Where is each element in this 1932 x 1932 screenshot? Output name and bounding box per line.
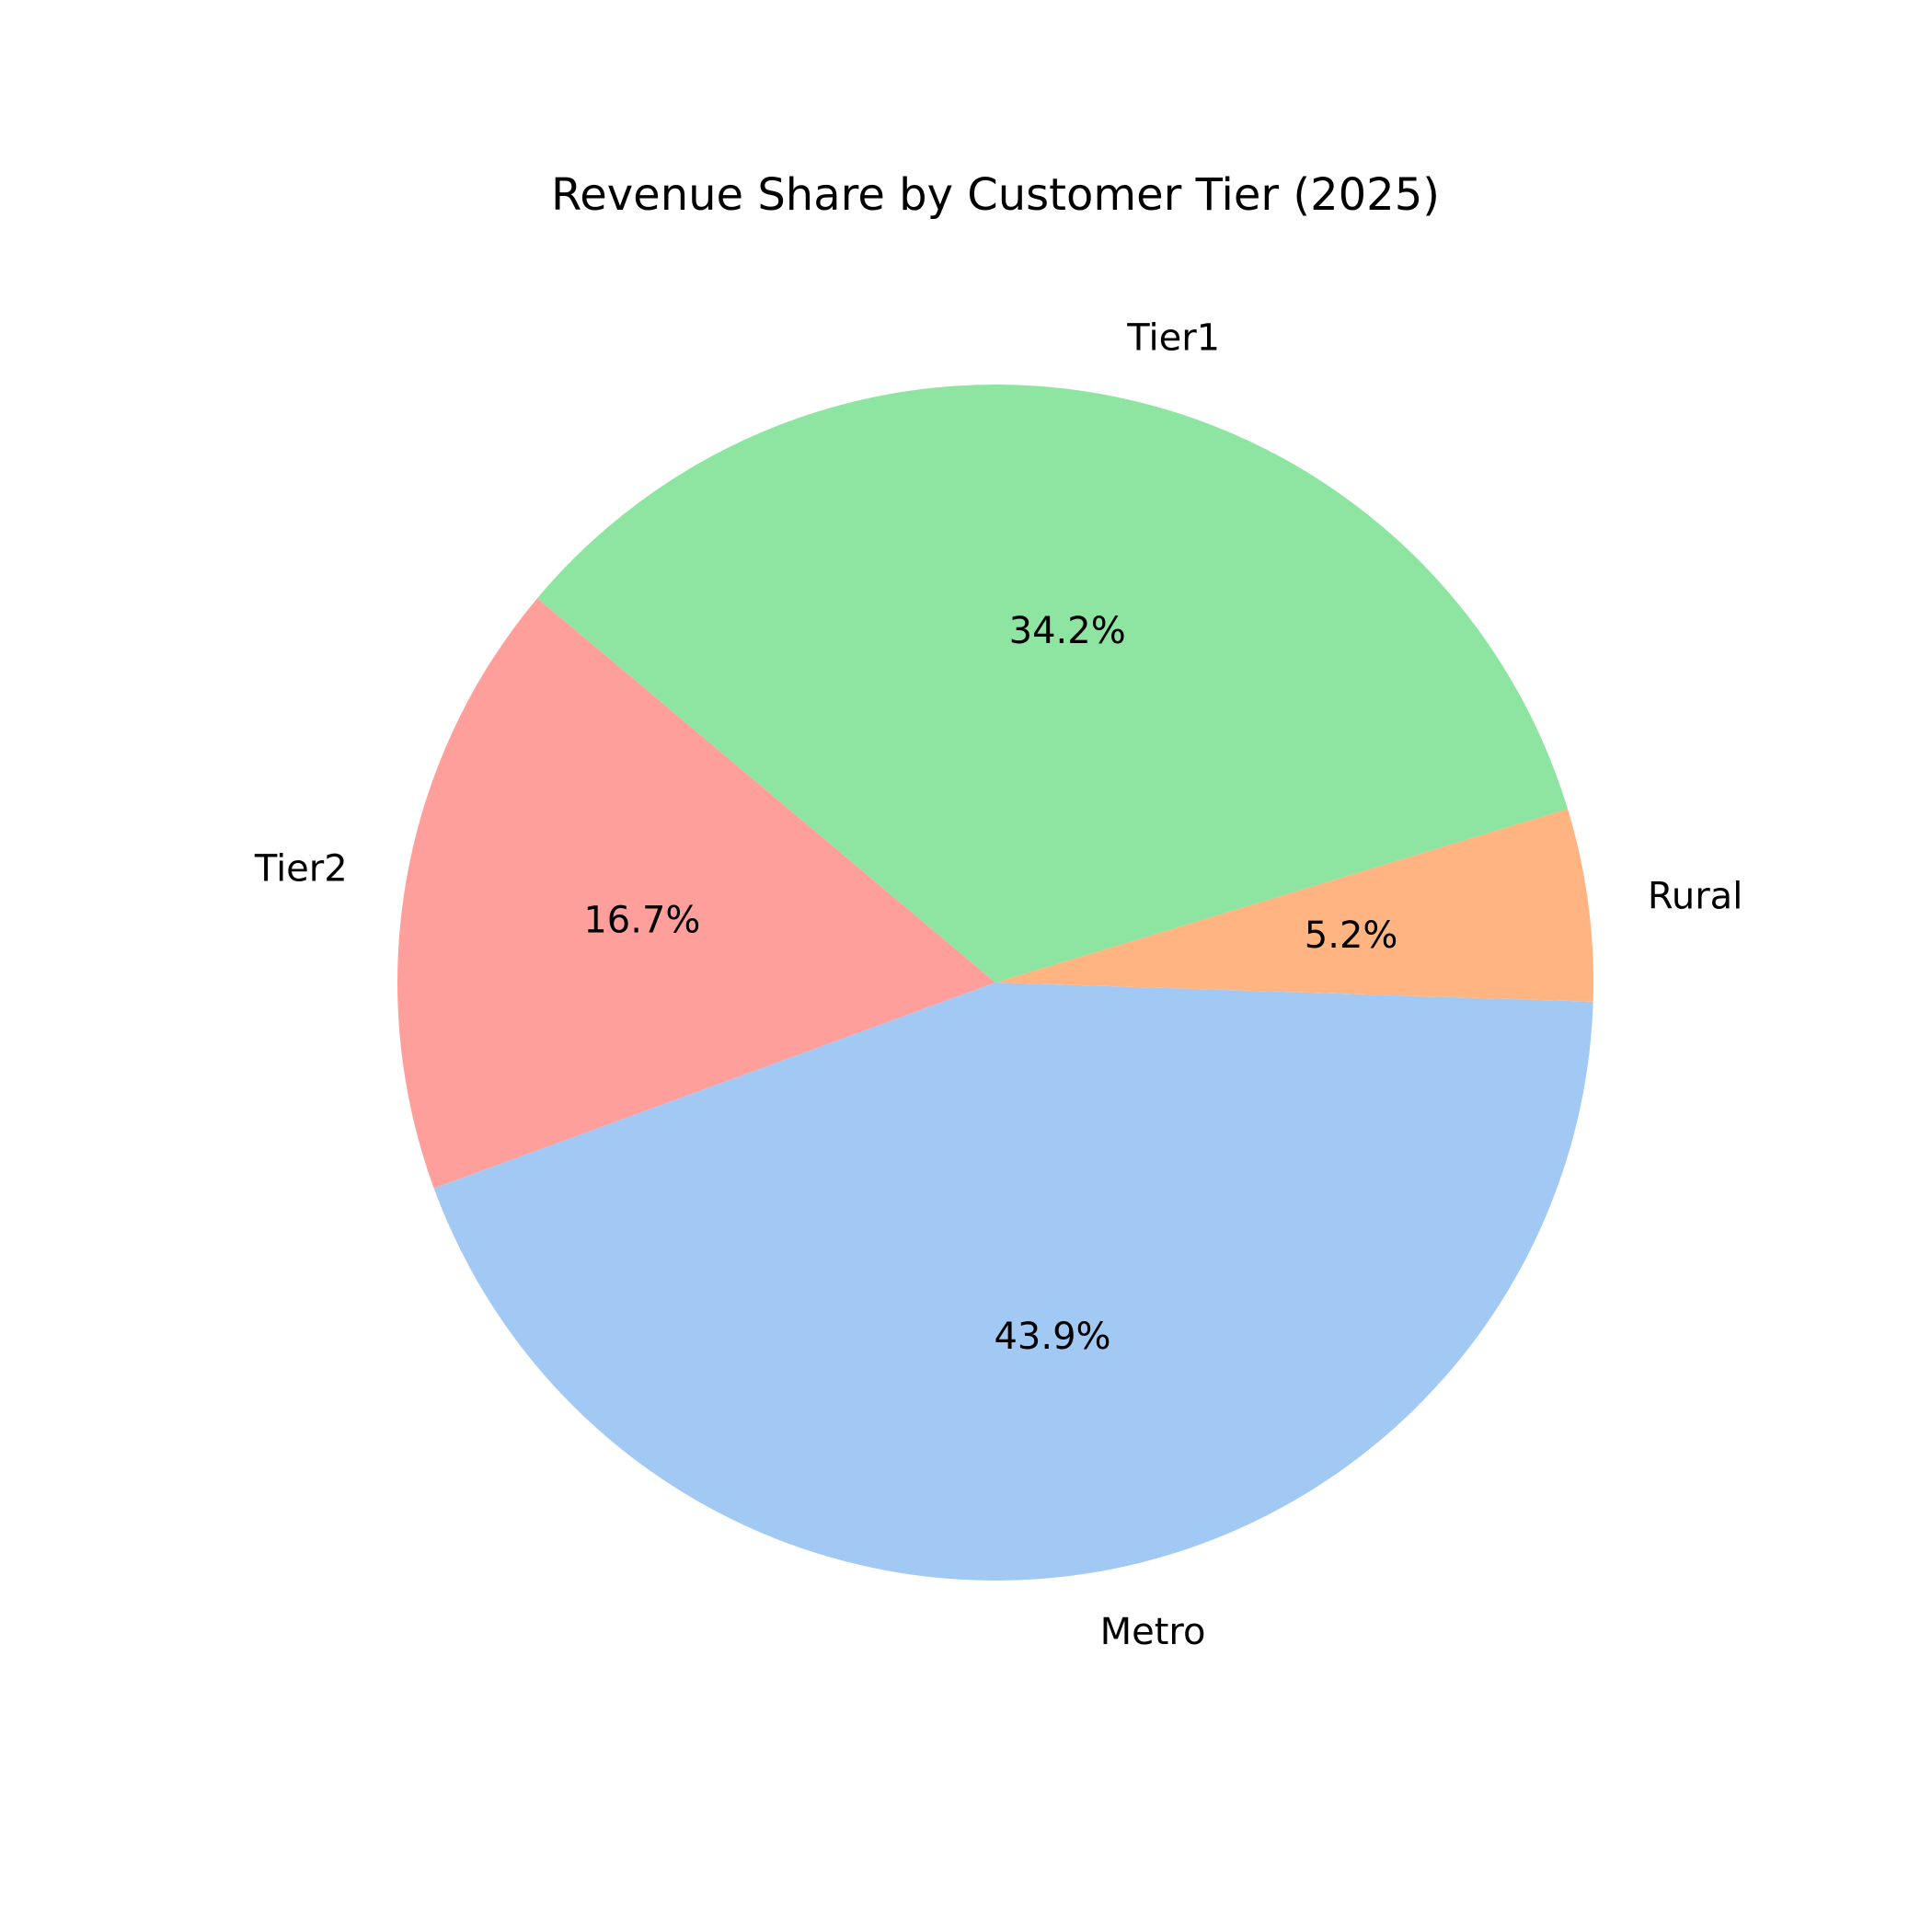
slice-label-tier1: Tier1	[1126, 317, 1220, 360]
slice-label-tier2: Tier2	[254, 848, 348, 891]
pie-labels: Tier2 16.7% Metro 43.9% Rural 5.2% Tier1 34.2%	[254, 317, 1742, 1653]
slice-percent-tier2: 16.7%	[583, 900, 700, 942]
slice-label-rural: Rural	[1648, 875, 1742, 917]
chart-title: Revenue Share by Customer Tier (2025)	[551, 169, 1440, 221]
pie-slices	[397, 385, 1593, 1581]
pie-slice-rural	[995, 809, 1593, 1002]
slice-percent-rural: 5.2%	[1305, 914, 1398, 957]
slice-percent-tier1: 34.2%	[1009, 610, 1126, 652]
pie-slice-tier2	[397, 598, 995, 1189]
pie-slice-metro	[433, 983, 1593, 1581]
pie-slice-tier1	[537, 385, 1568, 983]
slice-label-metro: Metro	[1100, 1611, 1206, 1653]
slice-percent-metro: 43.9%	[994, 1316, 1110, 1358]
